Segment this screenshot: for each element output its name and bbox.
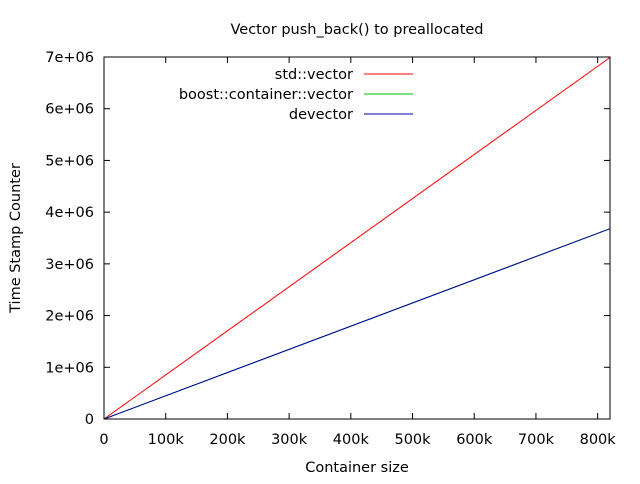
- y-tick-label: 6e+06: [45, 102, 94, 118]
- x-axis-label: Container size: [305, 460, 409, 476]
- y-axis-label: Time Stamp Counter: [8, 163, 24, 314]
- x-tick-label: 600k: [456, 432, 493, 448]
- legend: std::vectorboost::container::vectordevec…: [179, 67, 413, 123]
- y-tick-label: 5e+06: [45, 153, 94, 169]
- legend-label: devector: [289, 107, 353, 123]
- y-tick-label: 0: [85, 412, 94, 428]
- plot-frame: [103, 56, 611, 420]
- x-tick-label: 300k: [271, 432, 308, 448]
- y-tick-label: 4e+06: [45, 205, 94, 221]
- y-axis-ticks: 0 1e+06 2e+06 3e+06 4e+06 5e+06 6e+06 7e+06: [45, 50, 610, 428]
- y-tick-label: 1e+06: [45, 360, 94, 376]
- series-line-std-vector: [103, 57, 611, 420]
- chart-title: Vector push_back() to preallocated: [231, 22, 484, 38]
- x-tick-label: 500k: [394, 432, 431, 448]
- legend-label: std::vector: [275, 67, 353, 83]
- y-tick-label: 7e+06: [45, 50, 94, 66]
- series-line-devector: [103, 228, 611, 420]
- y-tick-label: 2e+06: [45, 309, 94, 325]
- x-tick-label: 800k: [580, 432, 617, 448]
- x-tick-label: 200k: [209, 432, 246, 448]
- x-tick-label: 100k: [148, 432, 185, 448]
- y-tick-label: 3e+06: [45, 257, 94, 273]
- x-tick-label: 400k: [333, 432, 370, 448]
- plot-area: [103, 57, 611, 420]
- x-tick-label: 0: [99, 432, 108, 448]
- x-axis-ticks: 0 100k 200k 300k 400k 500k 600k 700k 800k: [99, 57, 616, 448]
- legend-label: boost::container::vector: [179, 87, 353, 103]
- x-tick-label: 700k: [518, 432, 555, 448]
